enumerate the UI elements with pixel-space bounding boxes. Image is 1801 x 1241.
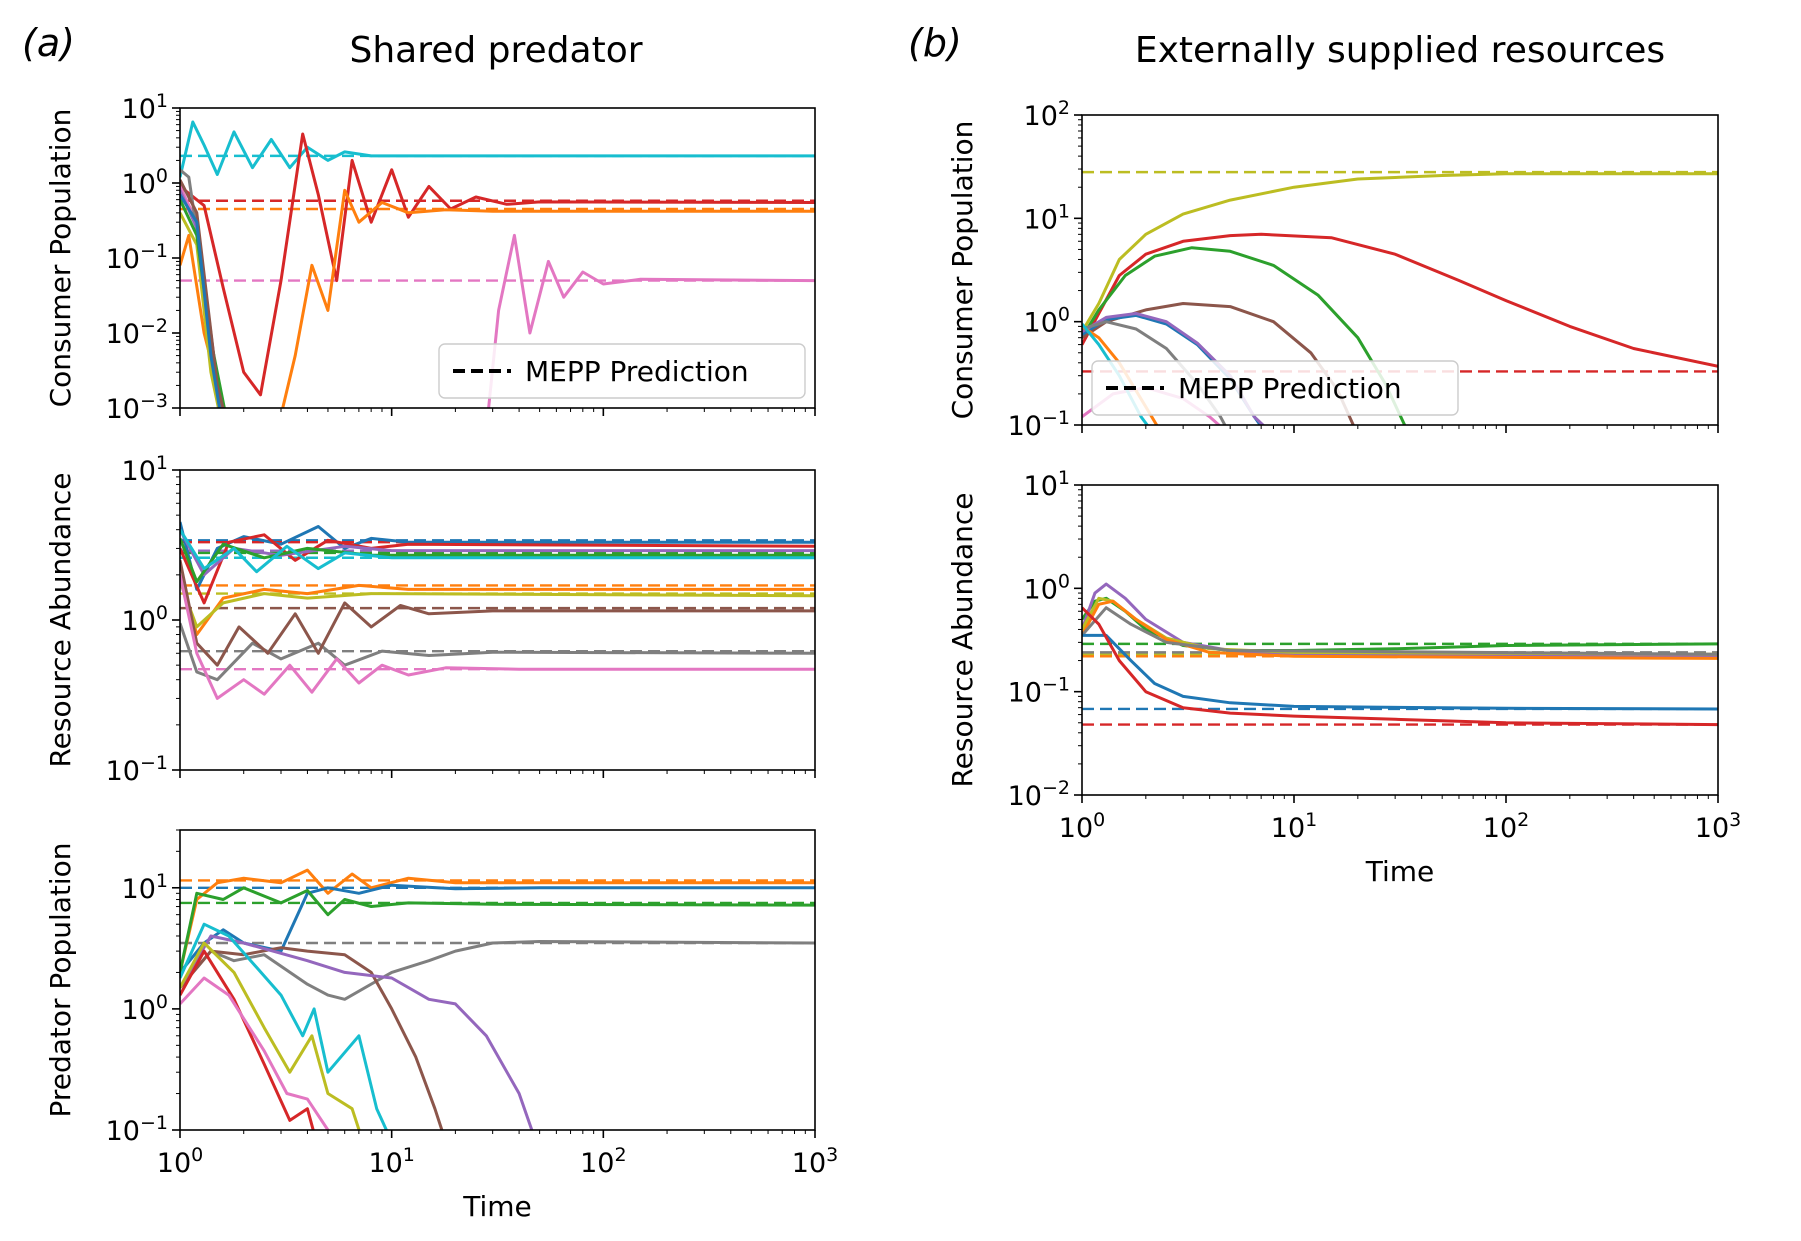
y-tick-label: 101 [122, 90, 168, 125]
axes-frame [1081, 484, 1719, 796]
y-axis-label: Consumer Population [946, 121, 979, 420]
x-tick-label: 103 [1695, 809, 1741, 844]
series-line-cyan [180, 922, 389, 1130]
legend: MEPP Prediction [1091, 360, 1459, 416]
y-axis-label: Resource Abundance [946, 492, 979, 787]
series-line-orange [1082, 599, 1718, 660]
series-line-pink [180, 976, 330, 1130]
legend-box [1091, 360, 1459, 416]
y-tick-label: 10−1 [1008, 674, 1070, 709]
series-line-red [1082, 606, 1718, 727]
series-line-green [180, 886, 815, 973]
legend-label: MEPP Prediction [1178, 372, 1402, 405]
series-line-brown [180, 946, 444, 1130]
axes-frame [179, 829, 816, 1131]
y-axis-label: Predator Population [44, 842, 77, 1117]
series-line-blue [1082, 633, 1718, 711]
panel-a-title: Shared predator [349, 30, 642, 71]
series-line-olive [180, 941, 361, 1130]
legend-label: MEPP Prediction [525, 355, 749, 388]
series-line-red [180, 132, 815, 397]
y-tick-label: 10−1 [1008, 407, 1070, 442]
series-line-red [180, 533, 815, 605]
x-tick-label: 100 [1059, 809, 1105, 844]
series-line-brown [180, 179, 225, 408]
panel-b-title: Externally supplied resources [1135, 30, 1665, 71]
y-tick-label: 10−2 [1008, 777, 1070, 812]
series-line-cyan [180, 120, 815, 178]
y-tick-label: 10−1 [106, 752, 168, 787]
series-line-green [1082, 246, 1407, 425]
series-line-orange [180, 868, 815, 973]
x-tick-label: 101 [368, 1144, 414, 1179]
series-line-gray [1082, 320, 1227, 425]
y-tick-label: 100 [1024, 304, 1070, 339]
plot-area-a3 [180, 868, 815, 1130]
axes-frame [179, 469, 816, 771]
series-line-pink [180, 574, 815, 700]
series-line-cyan [180, 528, 815, 574]
x-axis-label: Time [462, 1190, 532, 1223]
y-tick-label: 101 [122, 452, 168, 487]
series-line-blue [180, 883, 815, 974]
axes-frame [179, 107, 816, 409]
chart-b2: 100 101 102 103 10−2 10−1 100 101 Resource Abund… [946, 467, 1741, 888]
axes-frame [1081, 114, 1719, 426]
y-tick-label: 10−3 [106, 390, 168, 425]
y-tick-label: 101 [1024, 467, 1070, 502]
plot-area-a1 [180, 120, 815, 408]
y-tick-label: 10−2 [106, 315, 168, 350]
y-tick-label: 10−1 [106, 240, 168, 275]
series-line-gray [180, 622, 815, 682]
y-tick-label: 100 [122, 602, 168, 637]
series-line-olive [1082, 172, 1718, 333]
series-line-brown [180, 560, 815, 667]
x-tick-label: 100 [157, 1144, 203, 1179]
chart-a2: 10−1 100 101 Resource Abundance [44, 452, 816, 787]
y-tick-label: 102 [1024, 97, 1070, 132]
legend: MEPP Prediction [438, 343, 806, 399]
x-axis-label: Time [1365, 855, 1435, 888]
y-tick-label: 100 [122, 165, 168, 200]
plot-area-a2 [180, 521, 815, 700]
series-line-gray [1082, 606, 1718, 656]
series-line-red [1082, 232, 1718, 368]
panel-a-label: (a) [22, 21, 75, 65]
y-tick-label: 101 [1024, 200, 1070, 235]
plot-area-b2 [1082, 582, 1718, 727]
y-tick-label: 101 [122, 870, 168, 905]
x-tick-label: 102 [1483, 809, 1529, 844]
x-tick-label: 102 [580, 1144, 626, 1179]
y-tick-label: 100 [122, 991, 168, 1026]
chart-b1: 10−1 100 101 102 Consumer Population MEPP Pre… [946, 97, 1719, 442]
series-line-gray [180, 940, 815, 1001]
series-line-red [180, 949, 315, 1130]
y-axis-label: Consumer Population [44, 109, 77, 408]
y-axis-label: Resource Abundance [44, 472, 77, 767]
legend-box [438, 343, 806, 399]
series-line-olive [180, 581, 815, 629]
x-tick-label: 103 [792, 1144, 838, 1179]
panel-b-label: (b) [908, 21, 962, 65]
series-line-blue [180, 193, 222, 408]
series-line-purple [1082, 582, 1718, 658]
chart-a1: 10−3 10−2 10−1 100 101 Consumer Population MEP… [44, 90, 816, 425]
series-line-orange [180, 574, 815, 636]
x-tick-label: 101 [1271, 809, 1317, 844]
y-tick-label: 10−1 [106, 1112, 168, 1147]
y-tick-label: 100 [1024, 570, 1070, 605]
